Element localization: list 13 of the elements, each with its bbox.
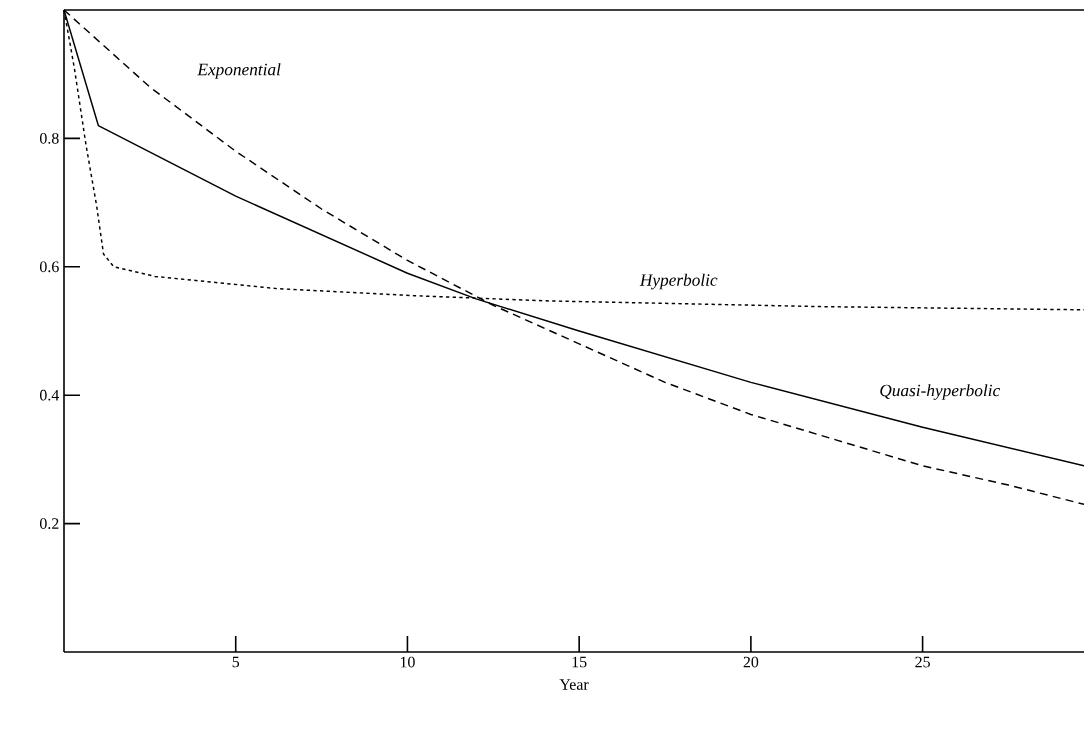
x-axis-title: Year [559, 679, 589, 690]
x-tick-label: 15 [572, 656, 587, 668]
y-tick-label: 0.8 [39, 132, 59, 144]
text: Exponential [197, 63, 281, 79]
y-tick-label: 0.4 [39, 389, 60, 401]
series-label: Hyperbolic [639, 273, 718, 290]
series-label: Quasi-hyperbolic [880, 384, 1001, 400]
y-tick-label: 0.6 [39, 261, 59, 273]
x-tick-label: 20 [743, 656, 759, 668]
y-tick-label: 0.2 [39, 518, 59, 530]
x-tick-label: 10 [400, 656, 415, 668]
x-tick-label: 25 [915, 656, 930, 668]
x-tick-label: 5 [232, 656, 240, 668]
